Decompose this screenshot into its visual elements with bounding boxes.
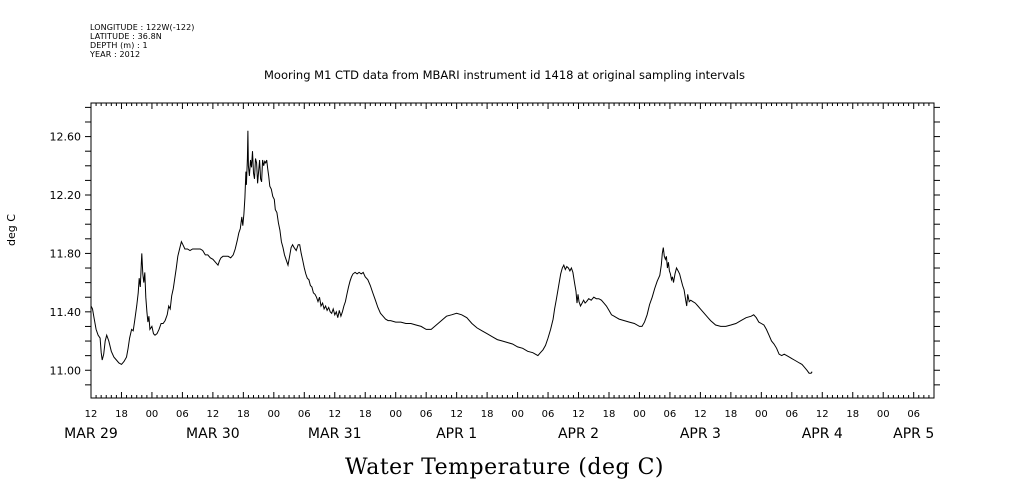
x-hour-label: 00: [755, 409, 768, 420]
x-hour-label: 06: [176, 409, 189, 420]
meta-depth: DEPTH (m) : 1: [90, 41, 148, 50]
x-hour-label: 06: [542, 409, 555, 420]
x-hour-label: 12: [328, 409, 341, 420]
x-hour-label: 06: [907, 409, 920, 420]
x-day-label: APR 2: [558, 426, 599, 442]
x-hour-label: 00: [633, 409, 646, 420]
meta-year: YEAR : 2012: [90, 50, 141, 59]
meta-latitude: LATITUDE : 36.8N: [90, 32, 162, 41]
x-hour-label: 18: [725, 409, 738, 420]
x-day-label: MAR 29: [64, 426, 118, 442]
x-hour-label: 18: [237, 409, 250, 420]
x-hour-label: 06: [420, 409, 433, 420]
x-hour-label: 00: [267, 409, 280, 420]
x-hour-label: 12: [572, 409, 585, 420]
x-hour-label: 18: [481, 409, 494, 420]
y-tick-label: 11.40: [50, 306, 82, 319]
x-day-label: APR 1: [436, 426, 477, 442]
x-day-label: APR 5: [893, 426, 934, 442]
x-hour-label: 12: [450, 409, 463, 420]
x-hour-label: 00: [146, 409, 159, 420]
y-tick-label: 12.20: [50, 189, 82, 202]
temperature-series-line: [90, 130, 813, 374]
x-hour-label: 12: [694, 409, 707, 420]
x-day-label: APR 4: [802, 426, 843, 442]
x-hour-label: 00: [511, 409, 524, 420]
x-hour-label: 06: [785, 409, 798, 420]
x-hour-label: 18: [115, 409, 128, 420]
meta-longitude: LONGITUDE : 122W(-122): [90, 23, 195, 32]
x-hour-label: 12: [816, 409, 829, 420]
x-day-label: APR 3: [680, 426, 721, 442]
x-hour-label: 00: [877, 409, 890, 420]
x-hour-label: 00: [389, 409, 402, 420]
x-hour-label: 12: [207, 409, 220, 420]
x-day-label: MAR 30: [186, 426, 240, 442]
y-tick-label: 11.00: [50, 364, 82, 377]
plot-frame: [90, 102, 935, 399]
x-hour-label: 06: [664, 409, 677, 420]
x-hour-label: 18: [846, 409, 859, 420]
y-tick-label: 11.80: [50, 247, 82, 260]
x-hour-label: 18: [603, 409, 616, 420]
x-day-label: MAR 31: [308, 426, 362, 442]
x-hour-label: 18: [359, 409, 372, 420]
y-tick-label: 12.60: [50, 131, 82, 144]
chart-title: Mooring M1 CTD data from MBARI instrumen…: [264, 68, 745, 82]
x-hour-label: 12: [85, 409, 98, 420]
x-hour-label: 06: [298, 409, 311, 420]
x-axis-label: Water Temperature (deg C): [345, 455, 664, 480]
